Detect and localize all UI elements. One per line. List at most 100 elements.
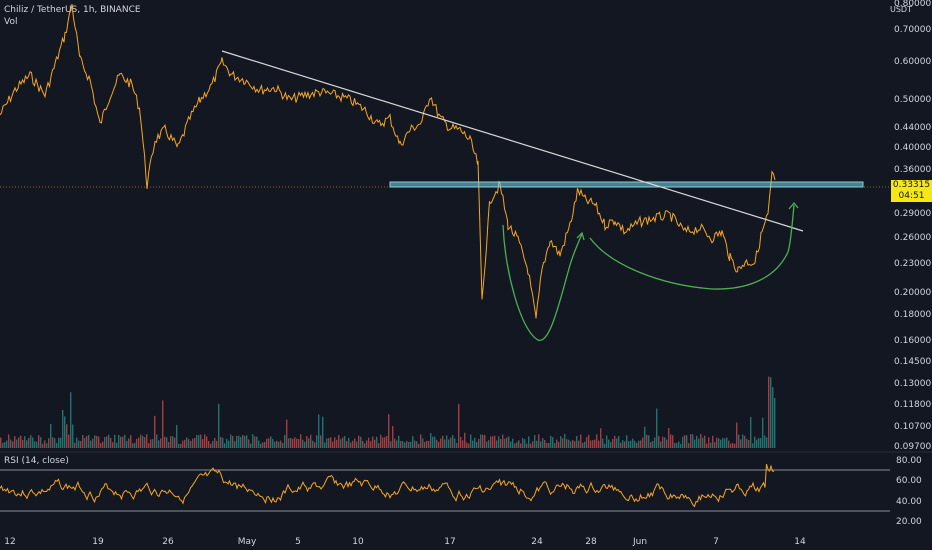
volume-bar	[706, 443, 708, 448]
volume-bar	[280, 440, 282, 448]
volume-bar	[430, 433, 432, 448]
volume-bar	[436, 439, 438, 448]
volume-bar	[336, 439, 338, 448]
volume-bar	[438, 441, 440, 448]
volume-bar	[104, 437, 106, 448]
volume-bar	[694, 439, 696, 448]
volume-bar	[172, 436, 174, 448]
volume-bar	[572, 440, 574, 448]
volume-bar	[230, 434, 232, 448]
volume-bar	[148, 443, 150, 448]
volume-bar	[198, 435, 200, 448]
volume-bar	[106, 436, 108, 448]
volume-bar	[660, 441, 662, 448]
volume-bar	[752, 443, 754, 448]
volume-bar	[444, 439, 446, 448]
time-tick-label: 5	[295, 537, 301, 547]
volume-bar	[98, 436, 100, 448]
price-tick-label: 0.29000	[894, 209, 931, 219]
volume-bar	[314, 442, 316, 448]
volume-bar	[672, 435, 674, 448]
volume-bar	[624, 441, 626, 448]
volume-bar	[70, 392, 72, 448]
rsi-tick-label: 20.00	[896, 517, 922, 527]
volume-bar	[290, 438, 292, 448]
volume-bar	[334, 437, 336, 448]
volume-bar	[144, 437, 146, 448]
volume-bar	[486, 441, 488, 448]
volume-bar	[282, 443, 284, 448]
volume-bar	[292, 439, 294, 448]
volume-bar	[458, 403, 460, 448]
trendline[interactable]	[221, 50, 804, 232]
volume-bar	[222, 437, 224, 448]
volume-bar	[170, 436, 172, 448]
volume-bar	[644, 426, 646, 448]
volume-bar	[74, 442, 76, 448]
volume-bar	[28, 438, 30, 448]
volume-bar	[40, 437, 42, 448]
rsi-tick-label: 80.00	[896, 456, 922, 466]
volume-bar	[668, 428, 670, 448]
volume-bar	[544, 440, 546, 448]
volume-bar	[580, 434, 582, 448]
volume-bar	[552, 437, 554, 448]
volume-bar	[56, 443, 58, 448]
volume-bar	[608, 439, 610, 448]
curve-arrow-head-2	[788, 201, 799, 210]
volume-bar	[618, 436, 620, 448]
volume-bar	[656, 408, 658, 448]
volume-bar	[190, 441, 192, 448]
volume-bar	[228, 440, 230, 448]
volume-bar	[218, 403, 220, 448]
volume-bar	[368, 437, 370, 448]
rsi-label[interactable]: RSI (14, close)	[4, 456, 69, 466]
volume-bar	[464, 432, 466, 448]
volume-bar	[242, 435, 244, 448]
volume-bar	[384, 437, 386, 448]
price-tick-label: 0.11800	[894, 400, 931, 410]
volume-bar	[86, 436, 88, 448]
volume-bar	[388, 414, 390, 448]
volume-bar	[8, 434, 10, 448]
volume-bar	[380, 434, 382, 448]
volume-bar	[556, 439, 558, 448]
volume-bar	[728, 440, 730, 448]
resistance-zone	[389, 181, 864, 188]
volume-bar	[26, 440, 28, 448]
volume-bar	[80, 441, 82, 448]
volume-bar	[774, 398, 776, 448]
volume-bar	[730, 443, 732, 448]
volume-bar	[328, 438, 330, 448]
volume-bar	[442, 435, 444, 448]
volume-bar	[600, 428, 602, 448]
rounded-bottom-curve-2	[589, 204, 795, 290]
volume-bar	[592, 440, 594, 448]
volume-bar	[370, 441, 372, 448]
volume-bar	[324, 442, 326, 448]
volume-bar	[766, 437, 768, 448]
volume-bar	[602, 438, 604, 448]
volume-bar	[310, 434, 312, 448]
volume-bar	[584, 441, 586, 448]
volume-bar	[136, 438, 138, 448]
volume-bar	[382, 437, 384, 448]
volume-bar	[476, 442, 478, 448]
volume-bar	[340, 439, 342, 448]
volume-bar	[496, 440, 498, 448]
volume-bar	[212, 440, 214, 448]
price-tick-label: 0.50000	[894, 95, 931, 105]
volume-bar	[82, 435, 84, 448]
volume-bar	[632, 438, 634, 448]
volume-bar	[72, 424, 74, 448]
volume-bar	[648, 435, 650, 448]
volume-label[interactable]: Vol	[4, 17, 18, 27]
volume-bar	[590, 440, 592, 448]
volume-bar	[262, 442, 264, 448]
volume-bar	[350, 442, 352, 448]
price-tick-label: 0.10700	[894, 422, 931, 432]
volume-bar	[698, 438, 700, 448]
volume-bar	[326, 438, 328, 448]
